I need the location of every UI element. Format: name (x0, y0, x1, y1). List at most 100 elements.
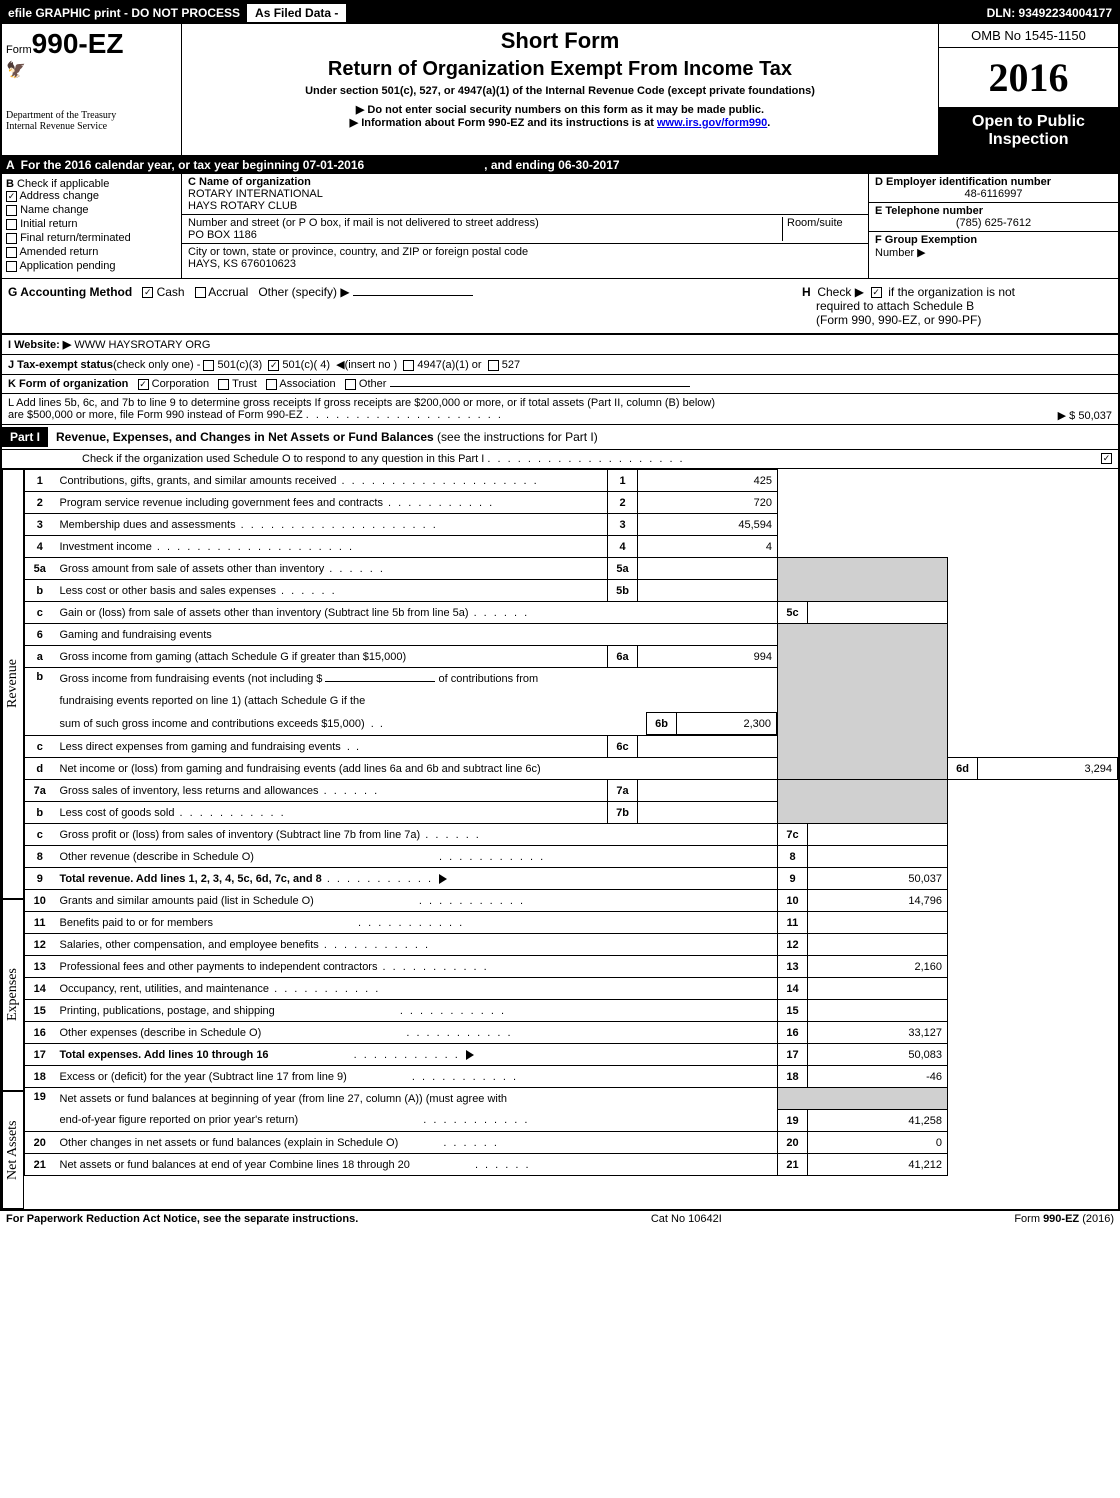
line-6d: dNet income or (loss) from gaming and fu… (25, 758, 1118, 780)
side-label-expenses: Expenses (2, 899, 24, 1091)
line-6c: cLess direct expenses from gaming and fu… (25, 736, 1118, 758)
line-10: 10Grants and similar amounts paid (list … (25, 890, 1118, 912)
line-5b: bLess cost or other basis and sales expe… (25, 580, 1118, 602)
line-7b: bLess cost of goods sold7b (25, 802, 1118, 824)
l-amount: ▶ $ 50,037 (1058, 409, 1112, 422)
chk-part1-schedule-o[interactable]: ✓ (1101, 453, 1112, 464)
dept-irs: Internal Revenue Service (6, 121, 177, 132)
open-to-public-badge: Open to Public Inspection (939, 107, 1118, 155)
chk-trust[interactable] (218, 379, 229, 390)
line-2: 2Program service revenue including gover… (25, 492, 1118, 514)
dept-treasury: Department of the Treasury (6, 110, 177, 121)
chk-cash[interactable]: ✓ (142, 287, 153, 298)
line-16: 16Other expenses (describe in Schedule O… (25, 1022, 1118, 1044)
form-header: Form990-EZ 🦅 Department of the Treasury … (2, 24, 1118, 156)
tax-year: 2016 (939, 48, 1118, 107)
page-footer: For Paperwork Reduction Act Notice, see … (0, 1211, 1120, 1227)
section-c-org-info: C Name of organization ROTARY INTERNATIO… (182, 174, 868, 278)
line-15: 15Printing, publications, postage, and s… (25, 1000, 1118, 1022)
row-i-website: I Website: ▶ WWW HAYSROTARY ORG (2, 334, 1118, 354)
line-12: 12Salaries, other compensation, and empl… (25, 934, 1118, 956)
section-b-checkboxes: B Check if applicable ✓ Address change N… (2, 174, 182, 278)
under-section-text: Under section 501(c), 527, or 4947(a)(1)… (190, 85, 930, 97)
section-bcdef: B Check if applicable ✓ Address change N… (2, 174, 1118, 279)
footer-paperwork-notice: For Paperwork Reduction Act Notice, see … (6, 1213, 358, 1225)
line-8: 8Other revenue (describe in Schedule O)8 (25, 846, 1118, 868)
line-3: 3Membership dues and assessments345,594 (25, 514, 1118, 536)
chk-501c3[interactable] (203, 360, 214, 371)
org-city: HAYS, KS 676010623 (188, 258, 862, 270)
g-label: G Accounting Method (8, 285, 132, 299)
line-1: 1Contributions, gifts, grants, and simil… (25, 470, 1118, 492)
line-6: 6Gaming and fundraising events (25, 624, 1118, 646)
line-21: 21Net assets or fund balances at end of … (25, 1154, 1118, 1176)
form-number: Form990-EZ (6, 28, 177, 60)
return-title: Return of Organization Exempt From Incom… (190, 58, 930, 81)
line-18: 18Excess or (deficit) for the year (Subt… (25, 1066, 1118, 1088)
chk-association[interactable] (266, 379, 277, 390)
part-1-header: Part I Revenue, Expenses, and Changes in… (2, 425, 1118, 450)
short-form-title: Short Form (190, 28, 930, 54)
omb-number: OMB No 1545-1150 (939, 24, 1118, 48)
line-19b: end-of-year figure reported on prior yea… (25, 1110, 1118, 1132)
ssn-warning: ▶ Do not enter social security numbers o… (190, 103, 930, 116)
ein: 48-6116997 (875, 188, 1112, 200)
line-11: 11Benefits paid to or for members11 (25, 912, 1118, 934)
info-link-line: ▶ Information about Form 990-EZ and its … (190, 116, 930, 129)
irs-link[interactable]: www.irs.gov/form990 (657, 117, 767, 129)
line-13: 13Professional fees and other payments t… (25, 956, 1118, 978)
footer-cat-no: Cat No 10642I (358, 1213, 1014, 1225)
org-address: PO BOX 1186 (188, 229, 782, 241)
chk-4947a1[interactable] (403, 360, 414, 371)
chk-corporation[interactable]: ✓ (138, 379, 149, 390)
row-j-tax-status: J Tax-exempt status(check only one) - 50… (2, 354, 1118, 374)
part-1-body: Revenue Expenses Net Assets 1Contributio… (2, 469, 1118, 1209)
chk-other-org[interactable] (345, 379, 356, 390)
website-url: WWW HAYSROTARY ORG (74, 339, 210, 351)
topbar-mid: As Filed Data - (246, 3, 347, 23)
topbar-left: efile GRAPHIC print - DO NOT PROCESS (2, 4, 246, 22)
phone: (785) 625-7612 (875, 217, 1112, 229)
h-label: H (802, 285, 811, 299)
chk-address-change[interactable]: ✓ Address change (6, 190, 177, 202)
chk-name-change[interactable]: Name change (6, 204, 177, 216)
room-suite: Room/suite (782, 217, 862, 241)
chk-501c4[interactable]: ✓ (268, 360, 279, 371)
org-name-line1: ROTARY INTERNATIONAL (188, 188, 862, 200)
topbar-dln: DLN: 93492234004177 (981, 4, 1118, 22)
line-5a: 5aGross amount from sale of assets other… (25, 558, 1118, 580)
form-990ez-page: efile GRAPHIC print - DO NOT PROCESS As … (0, 0, 1120, 1211)
line-17: 17Total expenses. Add lines 10 through 1… (25, 1044, 1118, 1066)
chk-final-return[interactable]: Final return/terminated (6, 232, 177, 244)
row-l-gross-receipts: L Add lines 5b, 6c, and 7b to line 9 to … (2, 393, 1118, 425)
part-1-check-schedule-o: Check if the organization used Schedule … (2, 450, 1118, 469)
side-label-revenue: Revenue (2, 469, 24, 899)
chk-application-pending[interactable]: Application pending (6, 260, 177, 272)
row-g-h: G Accounting Method ✓ Cash Accrual Other… (2, 279, 1118, 334)
line-19a: 19Net assets or fund balances at beginni… (25, 1088, 1118, 1110)
line-6a: aGross income from gaming (attach Schedu… (25, 646, 1118, 668)
side-label-netassets: Net Assets (2, 1091, 24, 1209)
line-9: 9Total revenue. Add lines 1, 2, 3, 4, 5c… (25, 868, 1118, 890)
line-7a: 7aGross sales of inventory, less returns… (25, 780, 1118, 802)
section-def: D Employer identification number 48-6116… (868, 174, 1118, 278)
line-5c: cGain or (loss) from sale of assets othe… (25, 602, 1118, 624)
part-1-badge: Part I (2, 427, 48, 447)
chk-accrual[interactable] (195, 287, 206, 298)
line-7c: cGross profit or (loss) from sales of in… (25, 824, 1118, 846)
row-a-tax-year: A For the 2016 calendar year, or tax yea… (2, 156, 1118, 174)
org-name-line2: HAYS ROTARY CLUB (188, 200, 862, 212)
chk-amended-return[interactable]: Amended return (6, 246, 177, 258)
line-4: 4Investment income44 (25, 536, 1118, 558)
line-14: 14Occupancy, rent, utilities, and mainte… (25, 978, 1118, 1000)
line-20: 20Other changes in net assets or fund ba… (25, 1132, 1118, 1154)
line-6b: b Gross income from fundraising events (… (25, 668, 1118, 736)
irs-eagle-icon: 🦅 (6, 60, 177, 80)
chk-schedule-b-not-required[interactable]: ✓ (871, 287, 882, 298)
chk-initial-return[interactable]: Initial return (6, 218, 177, 230)
row-k-form-org: K Form of organization ✓ Corporation Tru… (2, 374, 1118, 393)
chk-527[interactable] (488, 360, 499, 371)
lines-table: 1Contributions, gifts, grants, and simil… (24, 469, 1118, 1176)
footer-form-ref: Form 990-EZ (2016) (1014, 1213, 1114, 1225)
topbar: efile GRAPHIC print - DO NOT PROCESS As … (2, 2, 1118, 24)
